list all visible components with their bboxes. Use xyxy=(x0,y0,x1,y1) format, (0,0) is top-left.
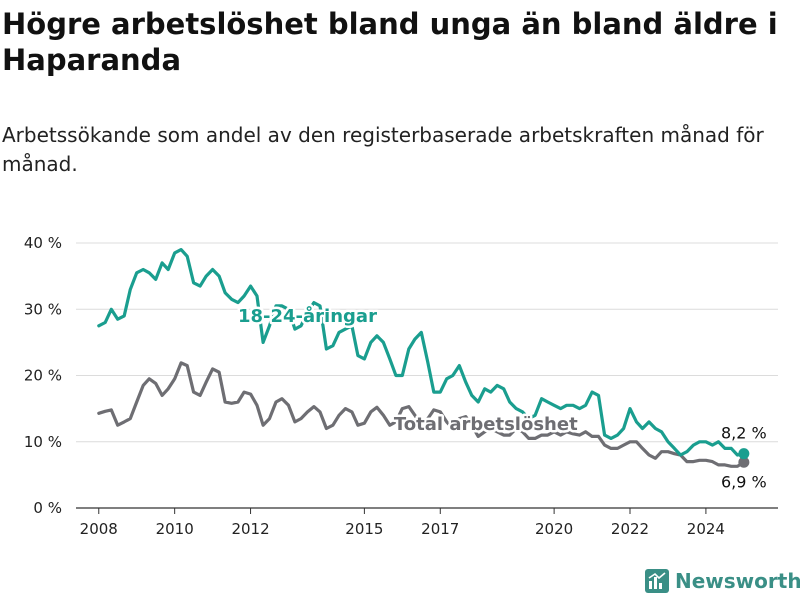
brand-logo: Newsworthy xyxy=(645,569,800,593)
series-end-label: 8,2 % xyxy=(721,424,767,443)
x-tick-label: 2015 xyxy=(345,520,383,538)
x-tick-label: 2022 xyxy=(611,520,649,538)
y-tick-label: 30 % xyxy=(24,300,62,318)
series-end-point xyxy=(738,456,750,468)
chart-title: Högre arbetslöshet bland unga än bland ä… xyxy=(2,7,778,77)
x-tick-label: 2024 xyxy=(687,520,725,538)
y-tick-label: 20 % xyxy=(24,367,62,385)
series-label: Total arbetslöshet xyxy=(394,414,578,435)
x-tick-label: 2012 xyxy=(231,520,269,538)
chart-subtitle: Arbetssökande som andel av den registerb… xyxy=(2,123,764,176)
series-end-point xyxy=(738,448,750,460)
series-end-label: 6,9 % xyxy=(721,472,767,491)
y-tick-label: 40 % xyxy=(24,234,62,252)
brand-name: Newsworthy xyxy=(675,569,800,593)
x-tick-label: 2008 xyxy=(80,520,118,538)
x-tick-label: 2017 xyxy=(421,520,459,538)
y-tick-label: 10 % xyxy=(24,433,62,451)
newsworthy-logo-icon xyxy=(645,569,669,593)
x-tick-label: 2020 xyxy=(535,520,573,538)
y-tick-label: 0 % xyxy=(33,499,62,517)
series-label: 18-24-åringar xyxy=(238,305,377,327)
series-line xyxy=(97,361,746,468)
series-line xyxy=(97,248,746,457)
x-tick-label: 2010 xyxy=(156,520,194,538)
